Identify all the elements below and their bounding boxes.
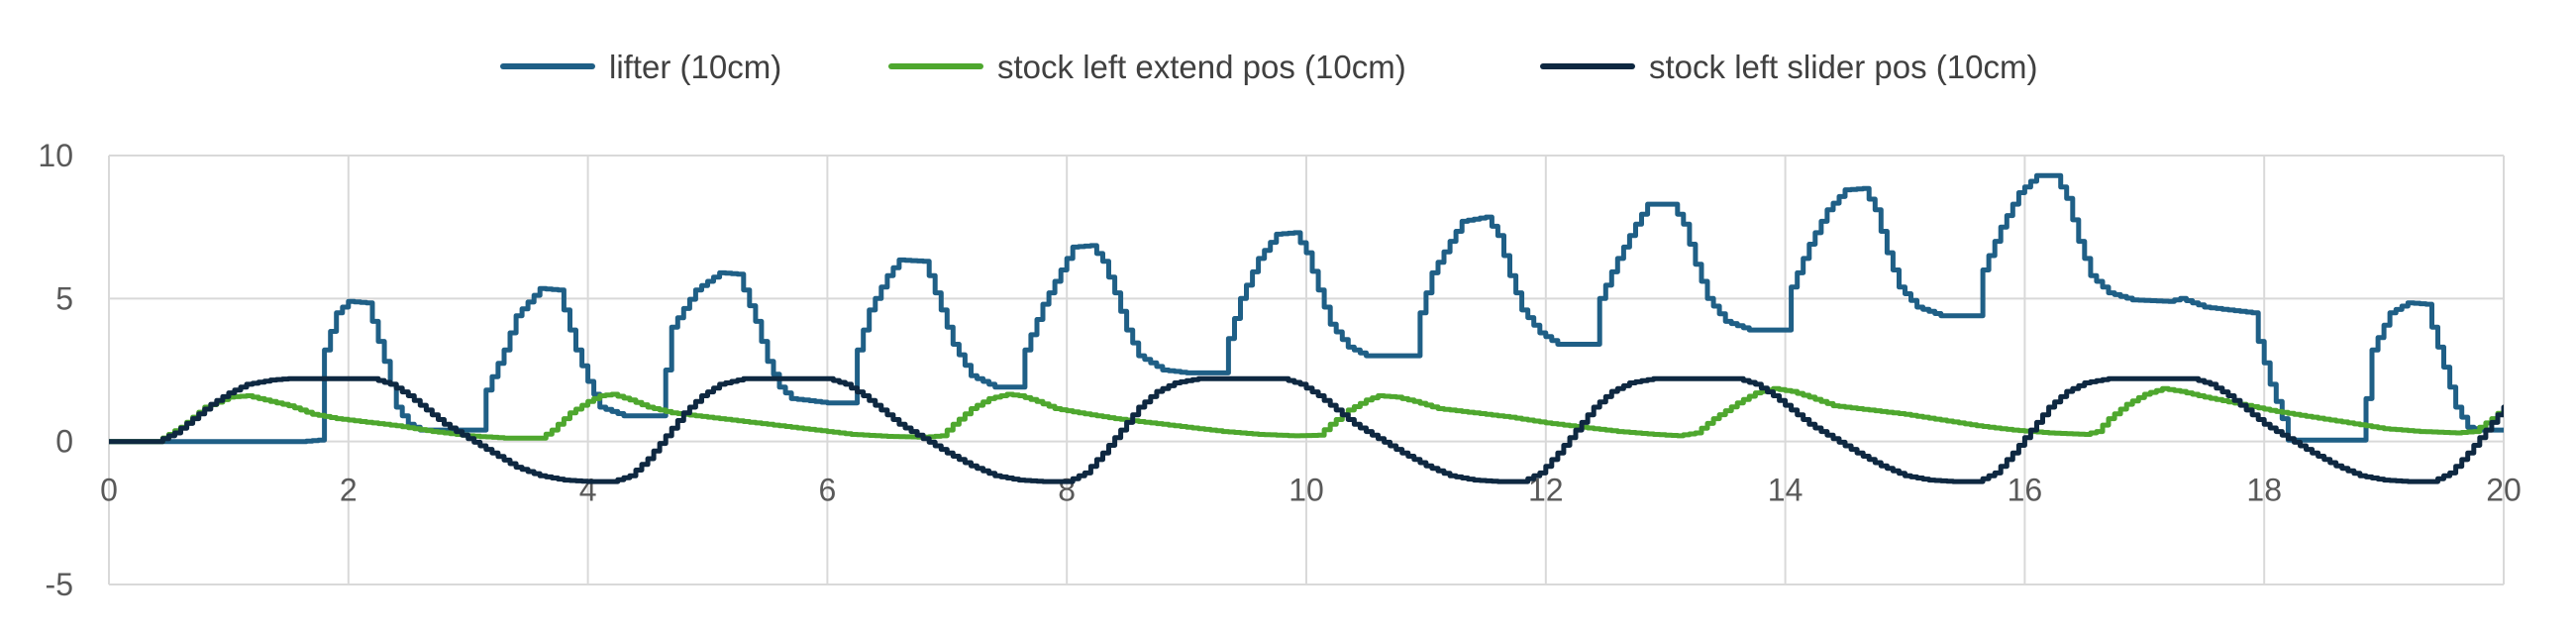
legend-label: lifter (10cm) — [609, 49, 781, 85]
series-layer — [109, 172, 2504, 484]
y-tick-label: 10 — [38, 138, 73, 173]
y-tick-label: 5 — [55, 280, 73, 316]
x-tick-label: 0 — [100, 473, 118, 508]
legend-item-0: lifter (10cm) — [500, 49, 781, 85]
series-line-2 — [109, 375, 2504, 484]
x-tick-label: 16 — [2008, 473, 2043, 508]
x-axis-tick-labels: 0 2 4 6 8 10 12 14 16 18 20 — [100, 473, 2522, 508]
grid — [108, 155, 2505, 585]
legend: lifter (10cm) stock left extend pos (10cm… — [500, 49, 2037, 85]
x-tick-label: 18 — [2246, 473, 2282, 508]
legend-label: stock left extend pos (10cm) — [997, 49, 1406, 85]
legend-label: stock left slider pos (10cm) — [1649, 49, 2037, 85]
series-line-1 — [109, 385, 2504, 445]
x-tick-label: 20 — [2486, 473, 2522, 508]
x-tick-label: 2 — [340, 473, 358, 508]
legend-item-2: stock left slider pos (10cm) — [1540, 49, 2037, 85]
y-axis-tick-labels: -5 0 5 10 — [38, 138, 73, 602]
x-tick-label: 14 — [1768, 473, 1803, 508]
y-tick-label: -5 — [46, 567, 73, 602]
y-tick-label: 0 — [55, 424, 73, 460]
series-line-0 — [109, 172, 2504, 445]
legend-item-1: stock left extend pos (10cm) — [888, 49, 1406, 85]
x-tick-label: 4 — [579, 473, 597, 508]
x-tick-label: 10 — [1288, 473, 1324, 508]
x-tick-label: 6 — [819, 473, 837, 508]
